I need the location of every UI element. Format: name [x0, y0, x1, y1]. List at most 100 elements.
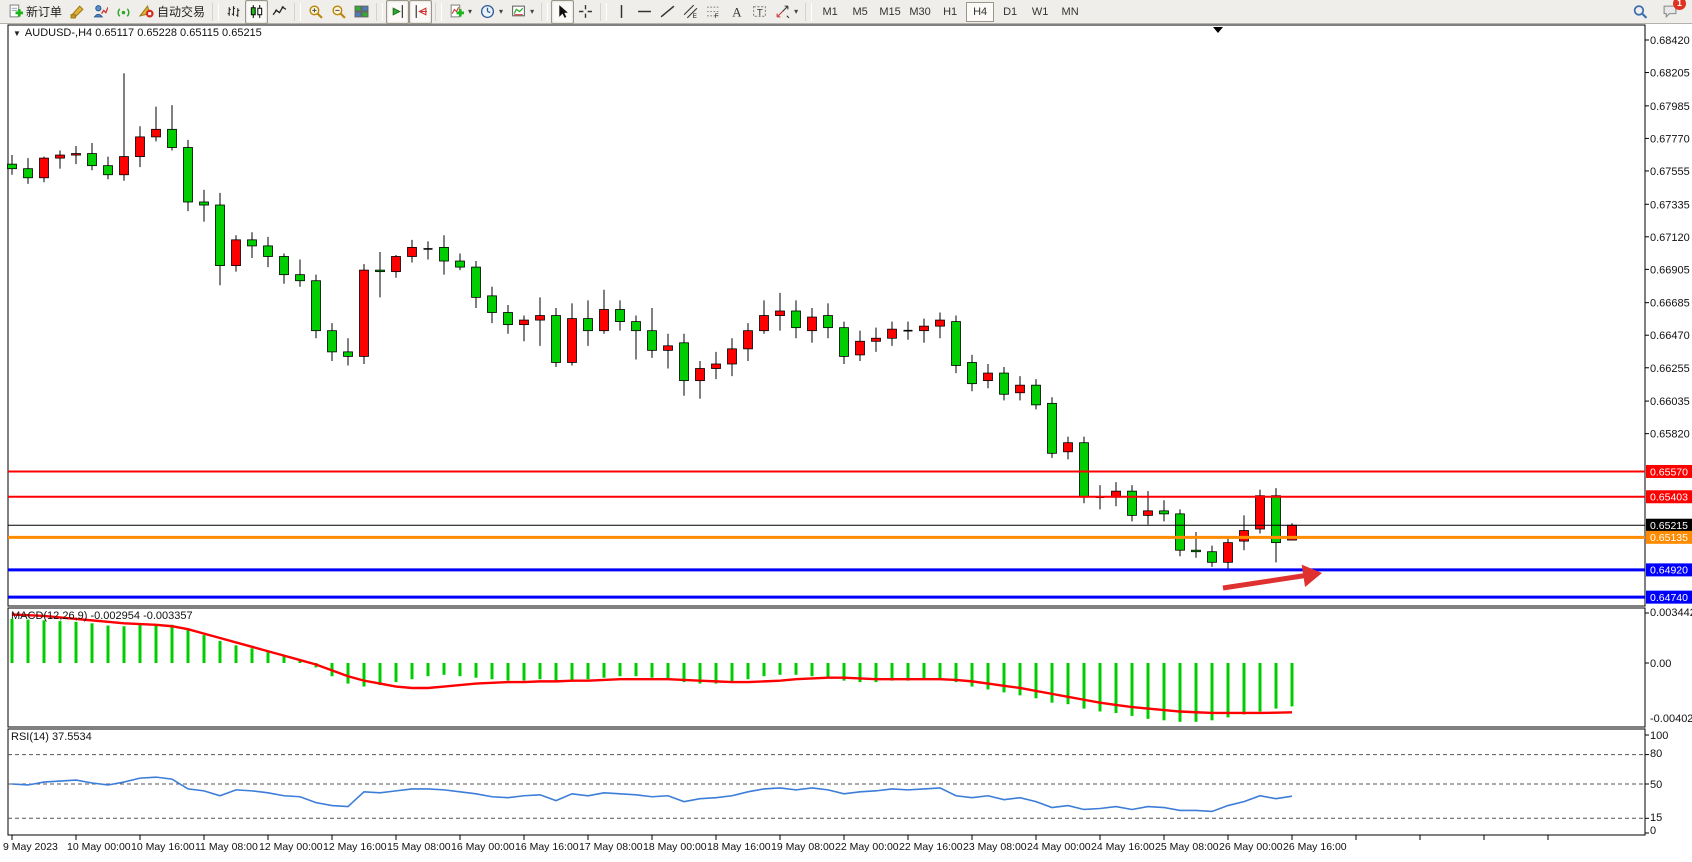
search-button[interactable] — [1628, 0, 1652, 24]
toolbar-separator — [294, 2, 302, 21]
zoom-out-button[interactable] — [327, 0, 350, 24]
data-window-button[interactable] — [89, 0, 112, 24]
clock-icon — [481, 4, 495, 19]
svg-text:E: E — [693, 13, 697, 19]
candlestick-chart-button[interactable] — [245, 0, 269, 24]
zoom-in-button[interactable] — [304, 0, 327, 24]
crosshair-icon — [579, 5, 593, 18]
rsi-pane[interactable] — [7, 728, 1646, 836]
candle-body — [439, 247, 449, 262]
candle-body — [679, 342, 689, 382]
auto-scroll-button[interactable] — [386, 0, 410, 24]
arrow-annotation-head[interactable] — [1301, 564, 1322, 588]
candle-body — [455, 260, 465, 268]
new-order-button[interactable]: 新订单 — [4, 0, 66, 24]
auto-trading-button[interactable]: 自动交易 — [135, 0, 209, 24]
cursor-button[interactable] — [551, 0, 575, 24]
equidistant-channel-button[interactable]: E — [679, 0, 702, 24]
timeframe-h4-button[interactable]: H4 — [966, 1, 995, 22]
trendline-button[interactable] — [656, 0, 679, 24]
toolbar-separator — [376, 2, 384, 21]
toolbar-separator — [541, 2, 549, 21]
time-axis-label: 18 May 16:00 — [707, 841, 771, 853]
timeframe-d1-button[interactable]: D1 — [1003, 5, 1018, 18]
tile-windows-button[interactable] — [350, 0, 373, 24]
price-axis-label: 0.66905 — [1650, 264, 1690, 276]
price-badge-label: 0.65570 — [1650, 466, 1688, 478]
periods-button[interactable]: ▾ — [476, 0, 507, 24]
fibonacci-button[interactable]: F — [702, 0, 725, 24]
chart-shift-button[interactable] — [409, 0, 433, 24]
candle-body — [567, 318, 577, 363]
chevron-down-icon[interactable]: ▼ — [13, 29, 21, 38]
chevron-down-icon[interactable]: ▾ — [468, 7, 473, 16]
price-badge-label: 0.65403 — [1650, 492, 1688, 504]
candle-body — [1255, 495, 1265, 530]
indicators-button[interactable]: ▾ — [445, 0, 476, 24]
time-axis-label: 16 May 16:00 — [515, 841, 579, 853]
signals-button[interactable] — [112, 0, 135, 24]
candle-body — [871, 337, 881, 342]
time-axis-label: 11 May 08:00 — [195, 841, 258, 853]
candle-body — [87, 153, 97, 167]
time-axis-label: 22 May 16:00 — [899, 841, 963, 853]
rsi-axis-label: 80 — [1650, 748, 1662, 760]
candle-body — [1031, 384, 1041, 406]
candle-body — [551, 315, 561, 363]
candle-body — [503, 312, 513, 326]
timeframe-m5-button[interactable]: M5 — [852, 5, 868, 18]
market-watch-button[interactable] — [66, 0, 89, 24]
macd-axis-label: -0.004025 — [1650, 713, 1692, 725]
candle-body — [839, 327, 849, 357]
signal-icon — [117, 8, 130, 17]
bars-icon — [227, 6, 240, 17]
chevron-down-icon[interactable]: ▾ — [499, 7, 504, 16]
templates-button[interactable]: ▾ — [507, 0, 538, 24]
textT-icon: T — [753, 6, 767, 18]
chevron-down-icon[interactable]: ▾ — [530, 7, 535, 16]
line-chart-button[interactable] — [268, 0, 291, 24]
person-chart-icon — [93, 5, 109, 18]
arrows-button[interactable]: ▾ — [771, 0, 802, 24]
price-axis-label: 0.67770 — [1650, 133, 1690, 145]
time-axis-label: 26 May 16:00 — [1283, 841, 1347, 853]
candle-body — [151, 128, 161, 138]
rsi-axis-label: 15 — [1650, 812, 1662, 824]
timeframe-h1-button[interactable]: H1 — [943, 5, 958, 18]
vertical-line-button[interactable] — [610, 0, 633, 24]
price-badge — [1646, 590, 1692, 604]
candle-body — [1047, 402, 1057, 454]
candle-body — [391, 256, 401, 273]
time-axis-label: 10 May 16:00 — [131, 841, 195, 853]
toolbar: 新订单 自动交易 ▾ ▾ ▾ E F A T ▾ M1 M5 M15 M30 H1 H4 D1 W1 MN 1 — [0, 0, 1692, 24]
new-order-button-label: 新订单 — [26, 5, 63, 19]
rsi-axis-label: 0 — [1650, 825, 1656, 837]
bar-chart-button[interactable] — [222, 0, 245, 24]
chat-button[interactable]: 1 — [1658, 0, 1686, 24]
timeframe-m15-button[interactable]: M15 — [879, 5, 901, 18]
channel-icon: E — [683, 4, 698, 19]
candle-body — [1079, 442, 1089, 498]
svg-text:T: T — [757, 7, 763, 18]
timeframe-m1-button[interactable]: M1 — [822, 5, 838, 18]
timeframe-w1-button[interactable]: W1 — [1031, 5, 1049, 18]
horizontal-line-button[interactable] — [633, 0, 656, 24]
price-badge-label: 0.64740 — [1650, 592, 1688, 604]
symbol-ohlc-text: AUDUSD-,H4 0.65117 0.65228 0.65115 0.652… — [24, 27, 262, 39]
timeframe-m30-button[interactable]: M30 — [909, 5, 931, 18]
chevron-down-icon[interactable]: ▾ — [794, 7, 799, 16]
candle-body — [1271, 495, 1281, 544]
symbol-ohlc-header: ▼ AUDUSD-,H4 0.65117 0.65228 0.65115 0.65… — [13, 27, 262, 39]
timeframe-mn-button[interactable]: MN — [1061, 5, 1079, 18]
candle-body — [887, 328, 897, 339]
price-axis-label: 0.67335 — [1650, 199, 1690, 211]
candle-body — [919, 325, 929, 332]
text-label-button[interactable]: T — [748, 0, 771, 24]
arrow-annotation-shaft[interactable] — [1222, 572, 1313, 591]
candle-body — [599, 309, 609, 332]
crosshair-button[interactable] — [574, 0, 597, 24]
text-button[interactable]: A — [725, 0, 748, 24]
candle-body — [1239, 530, 1249, 542]
